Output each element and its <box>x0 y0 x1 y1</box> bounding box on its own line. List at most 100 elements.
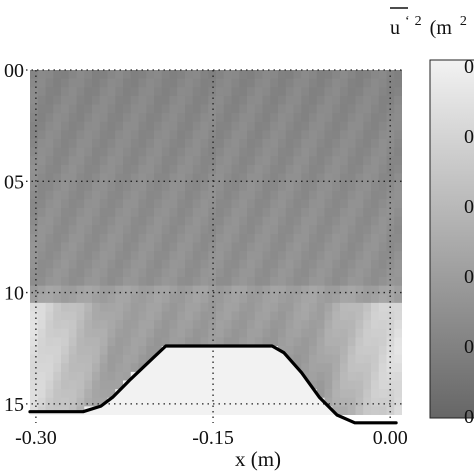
heatmap-cell <box>138 242 147 252</box>
heatmap-cell <box>270 259 279 269</box>
heatmap-cell <box>394 380 402 390</box>
heatmap-cell <box>216 130 225 140</box>
heatmap-cell <box>378 328 388 338</box>
heatmap-cell <box>371 251 380 261</box>
heatmap-cell <box>285 294 295 304</box>
heatmap-cell <box>107 285 116 295</box>
heatmap-cell <box>239 242 248 252</box>
heatmap-cell <box>99 320 109 330</box>
heatmap-cell <box>309 164 318 175</box>
heatmap-cell <box>130 147 140 157</box>
heatmap-cell <box>146 78 155 88</box>
heatmap-cell <box>316 251 326 261</box>
heatmap-cell <box>239 78 248 88</box>
heatmap-cell <box>316 147 326 157</box>
heatmap-cell <box>239 285 248 295</box>
heatmap-cell <box>316 130 326 140</box>
heatmap-cell <box>169 259 178 269</box>
heatmap-cell <box>394 173 402 183</box>
heatmap-cell <box>76 139 85 149</box>
heatmap-cell <box>177 268 186 278</box>
heatmap-cell <box>92 389 101 399</box>
heatmap-cell <box>115 121 124 131</box>
heatmap-cell <box>177 216 186 226</box>
heatmap-cell <box>223 277 233 287</box>
heatmap-cell <box>332 380 341 390</box>
heatmap-cell <box>30 216 39 226</box>
heatmap-cell <box>293 95 302 106</box>
heatmap-cell <box>301 95 310 106</box>
heatmap-cell <box>154 164 163 175</box>
heatmap-cell <box>355 121 364 131</box>
heatmap-cell <box>394 104 402 114</box>
heatmap-cell <box>340 277 349 287</box>
heatmap-cell <box>262 173 271 183</box>
heatmap-cell <box>130 346 140 356</box>
heatmap-cell <box>146 87 155 97</box>
heatmap-cell <box>293 87 302 97</box>
heatmap-cell <box>177 328 186 338</box>
heatmap-cell <box>371 277 380 287</box>
heatmap-cell <box>99 147 109 157</box>
heatmap-cell <box>378 233 388 244</box>
heatmap-cell <box>301 70 310 80</box>
heatmap-cell <box>30 397 39 407</box>
heatmap-cell <box>309 259 318 269</box>
heatmap-cell <box>301 320 310 330</box>
heatmap-cell <box>316 208 326 218</box>
heatmap-cell <box>316 285 326 295</box>
heatmap-cell <box>208 328 217 338</box>
heatmap-cell <box>239 225 248 235</box>
heatmap-cell <box>107 121 116 131</box>
heatmap-cell <box>146 190 155 200</box>
heatmap-cell <box>386 406 395 415</box>
heatmap-cell <box>363 156 372 166</box>
heatmap-cell <box>278 242 287 252</box>
heatmap-cell <box>285 251 295 261</box>
heatmap-cell <box>254 320 264 330</box>
heatmap-cell <box>185 199 194 209</box>
heatmap-cell <box>316 70 326 80</box>
heatmap-cell <box>254 147 264 157</box>
heatmap-cell <box>324 346 333 356</box>
heatmap-cell <box>239 104 248 114</box>
heatmap-cell <box>61 320 70 330</box>
heatmap-cell <box>61 397 70 407</box>
heatmap-cell <box>301 130 310 140</box>
heatmap-cell <box>185 233 194 244</box>
heatmap-cell <box>301 251 310 261</box>
heatmap-cell <box>200 259 209 269</box>
heatmap-cell <box>30 121 39 131</box>
heatmap-cell <box>386 156 395 166</box>
colorbar-label-units: (m <box>430 17 453 39</box>
heatmap-cell <box>208 156 217 166</box>
heatmap-cell <box>262 139 271 149</box>
heatmap-cell <box>355 371 364 382</box>
heatmap-cell <box>130 251 140 261</box>
heatmap-cell <box>371 216 380 226</box>
heatmap-cell <box>169 78 178 88</box>
heatmap-cell <box>347 216 357 226</box>
heatmap-cell <box>68 208 78 218</box>
heatmap-cell <box>293 268 302 278</box>
heatmap-cell <box>107 277 116 287</box>
heatmap-cell <box>30 87 39 97</box>
heatmap-cell <box>84 208 93 218</box>
heatmap-cell <box>146 199 155 209</box>
heatmap-cell <box>371 199 380 209</box>
heatmap-cell <box>301 328 310 338</box>
heatmap-cell <box>355 380 364 390</box>
heatmap-cell <box>355 354 364 364</box>
heatmap-cell <box>68 156 78 166</box>
heatmap-cell <box>200 242 209 252</box>
heatmap-cell <box>378 87 388 97</box>
heatmap-cell <box>270 216 279 226</box>
heatmap-cell <box>138 78 147 88</box>
heatmap-cell <box>208 208 217 218</box>
heatmap-cell <box>309 95 318 106</box>
heatmap-cell <box>138 121 147 131</box>
heatmap-cell <box>301 337 310 347</box>
heatmap-cell <box>192 139 202 149</box>
heatmap-cell <box>200 173 209 183</box>
heatmap-cell <box>37 320 47 330</box>
